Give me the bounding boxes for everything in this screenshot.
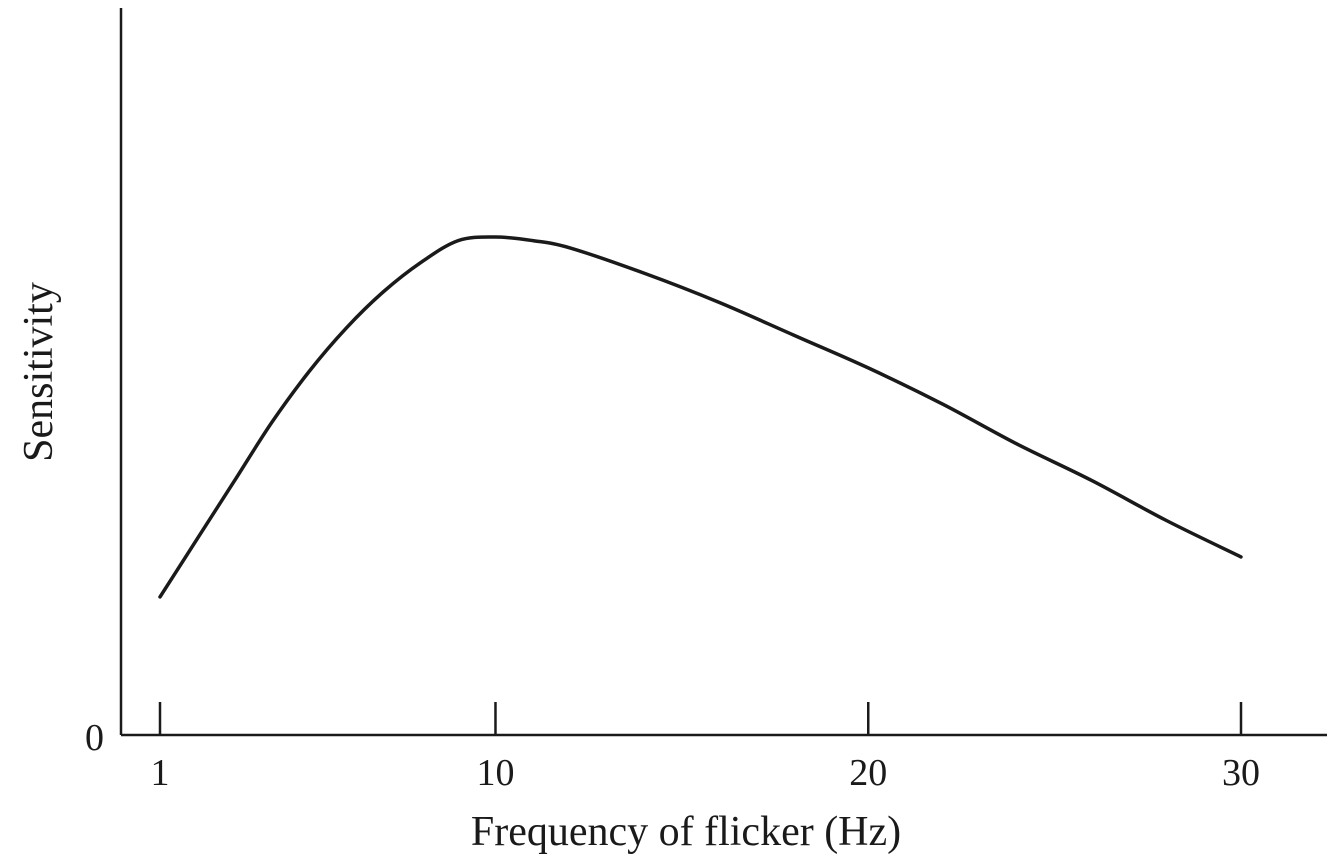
x-tick-label: 30 <box>1222 752 1260 794</box>
y-tick-label-0: 0 <box>85 717 104 759</box>
sensitivity-curve <box>158 235 1243 599</box>
x-tick-label: 20 <box>849 752 887 794</box>
x-tick-label: 1 <box>151 752 170 794</box>
x-ticks: 1 10 20 30 <box>151 702 1260 794</box>
x-axis-title: Frequency of flicker (Hz) <box>471 809 901 855</box>
y-axis-title: Sensitivity <box>16 282 62 462</box>
x-tick-label: 10 <box>476 752 514 794</box>
